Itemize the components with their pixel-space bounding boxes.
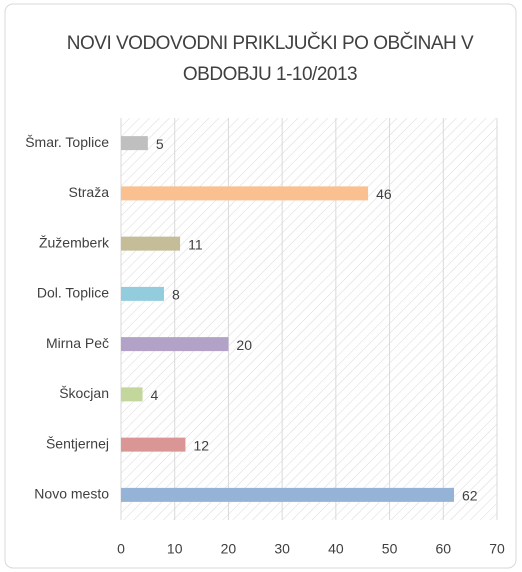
bar: [121, 437, 186, 452]
bar: [121, 337, 229, 352]
data-label: 46: [376, 186, 392, 202]
data-label: 5: [156, 136, 164, 152]
data-label: 8: [172, 287, 180, 303]
data-label: 11: [188, 236, 203, 252]
bar: [121, 236, 181, 251]
y-tick-label: Žužemberk: [39, 234, 110, 250]
y-tick-label: Mirna Peč: [46, 335, 109, 351]
x-tick-label: 50: [382, 541, 398, 557]
x-tick-label: 20: [221, 541, 237, 557]
data-label: 20: [236, 337, 252, 353]
bar: [121, 186, 369, 201]
y-tick-label: Dol. Toplice: [37, 285, 109, 301]
bar: [121, 487, 455, 502]
y-tick-label: Novo mesto: [34, 486, 109, 502]
y-tick-label: Šmar. Toplice: [25, 134, 109, 150]
bar: [121, 136, 148, 151]
x-tick-label: 0: [117, 541, 125, 557]
bar: [121, 387, 143, 402]
chart-title: NOVI VODOVODNI PRIKLJUČKI PO OBČINAH V O…: [66, 33, 474, 85]
plot-background: [121, 118, 497, 520]
x-tick-label: 60: [435, 541, 451, 557]
x-tick-label: 40: [328, 541, 344, 557]
x-tick-label: 70: [489, 541, 505, 557]
data-label: 4: [150, 387, 158, 403]
y-tick-label: Škocjan: [59, 385, 109, 401]
x-tick-label: 30: [274, 541, 290, 557]
data-label: 12: [193, 437, 209, 453]
bar: [121, 286, 164, 301]
x-tick-label: 10: [167, 541, 183, 557]
data-label: 62: [462, 488, 478, 504]
y-tick-label: Šentjernej: [46, 435, 109, 451]
y-tick-label: Straža: [69, 184, 110, 200]
chart-border: [4, 3, 517, 569]
